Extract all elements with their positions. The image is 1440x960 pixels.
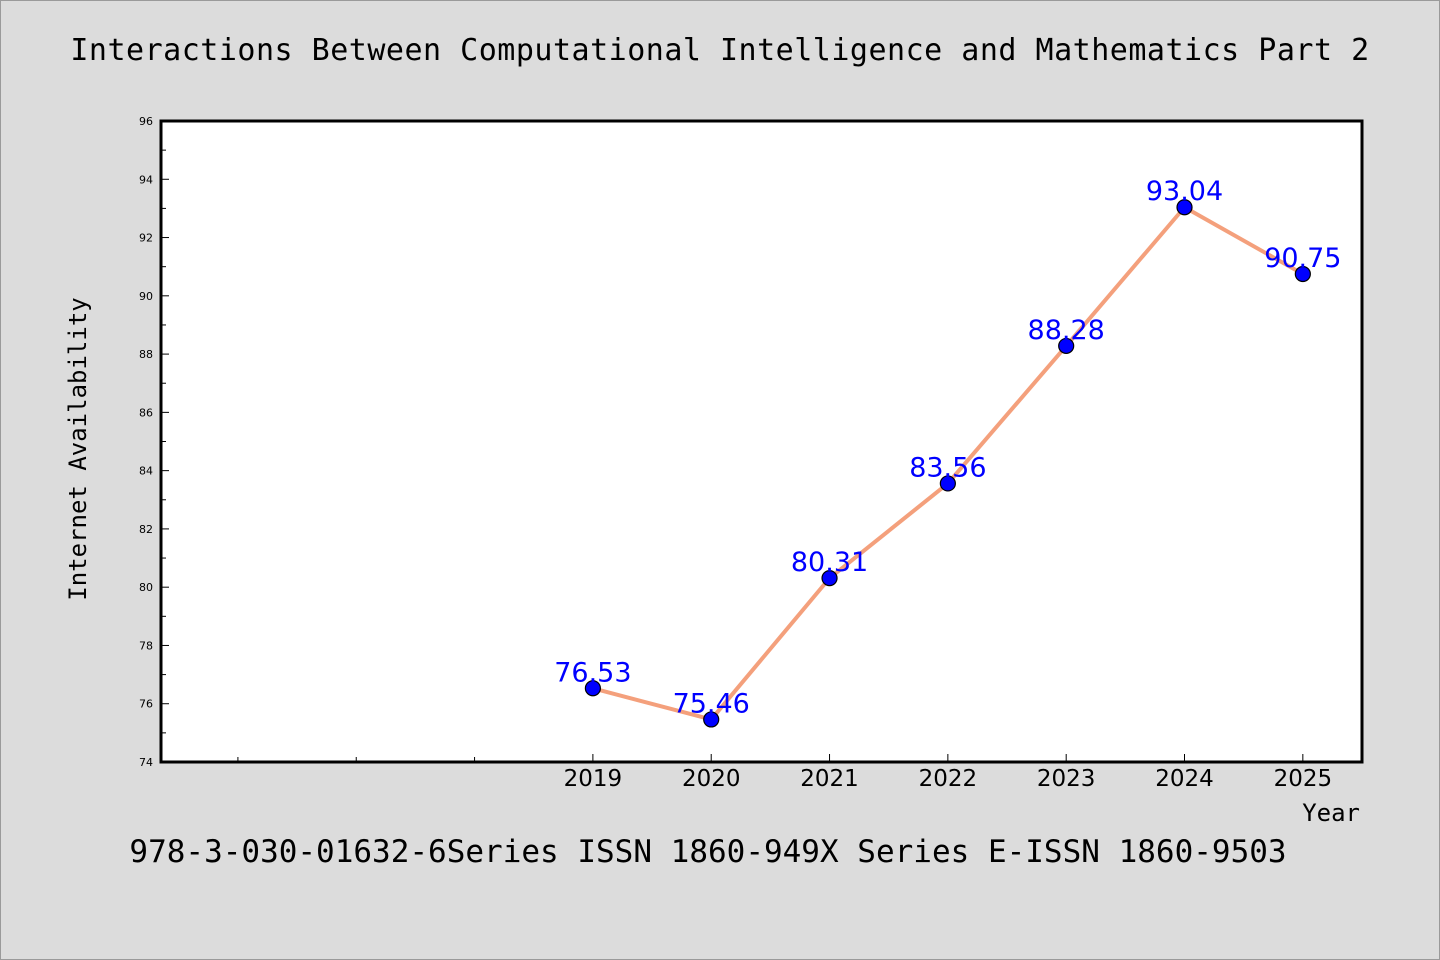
- y-tick-label: 86: [139, 406, 153, 419]
- y-tick-label: 88: [139, 348, 153, 361]
- y-axis-label: Internet Availability: [64, 297, 92, 600]
- data-point: [584, 680, 601, 697]
- data-label: 83.56: [909, 452, 986, 483]
- x-tick-label: 2020: [682, 766, 741, 792]
- data-label: 75.46: [673, 688, 750, 719]
- x-tick-label: 2019: [564, 766, 623, 792]
- x-tick-label: 2021: [800, 766, 859, 792]
- y-tick-label: 94: [139, 173, 153, 186]
- data-point: [703, 711, 720, 728]
- data-point: [1058, 337, 1075, 355]
- y-tick-label: 82: [139, 523, 153, 536]
- plot-area: [161, 121, 1362, 762]
- data-label: 76.53: [554, 657, 631, 688]
- y-tick-labels: 74 76 78 80 82 84 86 88 90 92 94 96: [139, 115, 153, 769]
- y-tick-label: 78: [139, 639, 153, 652]
- y-tick-label: 80: [139, 581, 153, 594]
- data-label: 93.04: [1146, 176, 1223, 207]
- y-tick-label: 74: [139, 756, 153, 769]
- y-tick-label: 90: [139, 290, 153, 303]
- y-tick-label: 96: [139, 115, 153, 128]
- data-point: [1176, 199, 1193, 216]
- isbn-caption: 978-3-030-01632-6Series ISSN 1860-949X S…: [129, 834, 1287, 870]
- y-tick-label: 76: [139, 698, 153, 711]
- x-tick-label: 2024: [1155, 766, 1214, 792]
- x-tick-labels: 2019 2020 2021 2022 2023 2024 2025: [564, 766, 1332, 792]
- x-axis-label: Year: [1302, 799, 1360, 827]
- x-tick-label: 2025: [1274, 766, 1333, 792]
- data-label: 90.75: [1264, 243, 1341, 274]
- y-tick-label: 84: [139, 465, 153, 478]
- series-group: 76.53 75.46 80.31 83.56 88.28 93.04 90.75: [554, 176, 1341, 728]
- data-label: 88.28: [1028, 315, 1105, 346]
- x-tick-label: 2023: [1037, 766, 1096, 792]
- data-label: 80.31: [791, 547, 868, 578]
- data-point: [1294, 265, 1311, 283]
- data-point: [821, 570, 838, 587]
- chart-title: Interactions Between Computational Intel…: [70, 33, 1370, 68]
- data-point: [939, 475, 956, 492]
- x-tick-label: 2022: [919, 766, 978, 792]
- plot-frame: [159, 119, 1364, 764]
- y-tick-label: 92: [139, 232, 153, 245]
